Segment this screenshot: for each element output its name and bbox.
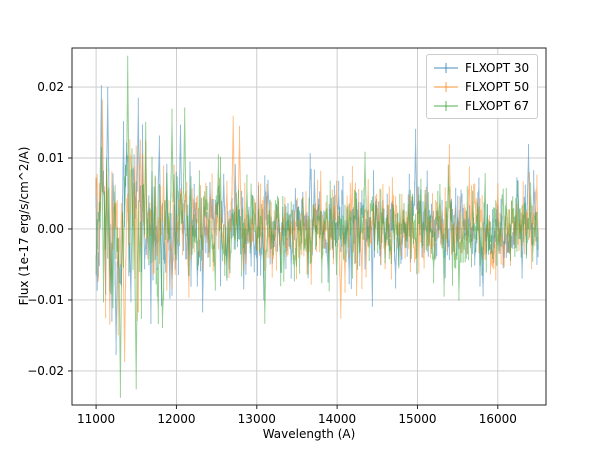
errorbar-key-icon (434, 100, 458, 111)
y-tick-label: 0.02 (37, 80, 64, 95)
x-axis-label: Wavelength (A) (262, 427, 356, 441)
legend: FLXOPT 30 FLXOPT 50 FLXOPT 67 (426, 54, 539, 119)
x-tick-label: 14000 (318, 412, 357, 426)
axes-spines (71, 47, 547, 406)
x-tick-label: 13000 (237, 412, 276, 426)
x-tick-label: 12000 (157, 412, 196, 426)
errorbar-key-icon (434, 81, 458, 92)
legend-entry: FLXOPT 67 (433, 97, 529, 114)
series-flxopt-67 (95, 55, 539, 398)
legend-label: FLXOPT 67 (465, 98, 530, 113)
y-tick-label: −0.01 (27, 292, 64, 307)
legend-entry: FLXOPT 50 (433, 78, 529, 95)
legend-label: FLXOPT 50 (465, 79, 530, 94)
y-tick-label: 0.00 (37, 221, 64, 236)
data-series (95, 55, 539, 398)
errorbar-key-icon (434, 62, 458, 73)
x-tick-label: 15000 (398, 412, 437, 426)
legend-entry: FLXOPT 30 (433, 59, 529, 76)
x-tick-label: 16000 (478, 412, 517, 426)
legend-label: FLXOPT 30 (465, 60, 530, 75)
tick-marks (68, 86, 499, 409)
y-tick-label: −0.02 (27, 363, 64, 378)
x-tick-label: 11000 (77, 412, 116, 426)
y-tick-label: 0.01 (37, 151, 64, 165)
